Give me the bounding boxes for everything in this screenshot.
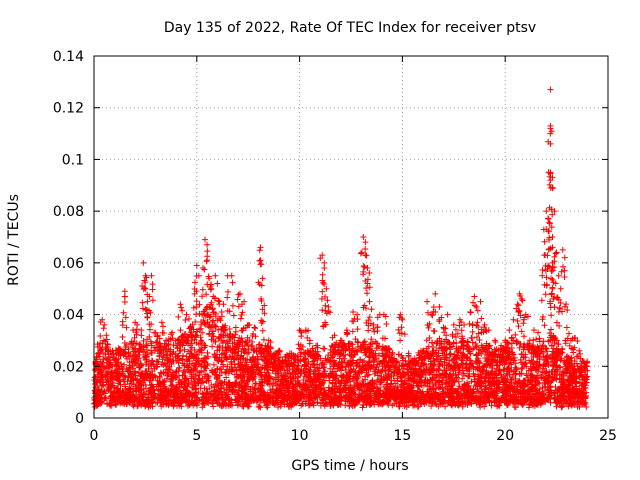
roti-point [436, 363, 443, 370]
roti-point [414, 404, 421, 411]
roti-point [222, 369, 229, 376]
roti-point [375, 352, 382, 359]
roti-point [363, 345, 370, 352]
roti-point [169, 381, 176, 388]
roti-point [201, 385, 208, 392]
roti-point [364, 372, 371, 379]
roti-point [218, 369, 225, 376]
roti-point [539, 384, 546, 391]
roti-point [541, 380, 548, 387]
roti-point [373, 384, 380, 391]
roti-point [204, 362, 211, 369]
roti-point [256, 403, 263, 410]
roti-point [365, 371, 372, 378]
roti-point [155, 359, 162, 366]
roti-point [176, 365, 183, 372]
roti-point [534, 372, 541, 379]
roti-point [379, 350, 386, 357]
roti-point [181, 346, 188, 353]
roti-point [433, 340, 440, 347]
roti-point [564, 353, 571, 360]
roti-point [132, 352, 139, 359]
roti-point [476, 336, 483, 343]
roti-point [361, 357, 368, 364]
chart-title: Day 135 of 2022, Rate Of TEC Index for r… [164, 20, 536, 36]
roti-point [210, 361, 217, 368]
roti-point [528, 357, 535, 364]
roti-point [154, 358, 161, 365]
roti-point [447, 350, 454, 357]
roti-point [166, 363, 173, 370]
roti-point [199, 329, 206, 336]
roti-point [551, 396, 558, 403]
roti-point [320, 345, 327, 352]
roti-point [92, 367, 99, 374]
roti-point [512, 404, 519, 411]
roti-point [137, 342, 144, 349]
roti-point [377, 379, 384, 386]
roti-point [428, 403, 435, 410]
roti-point [557, 364, 564, 371]
roti-point [446, 351, 453, 358]
roti-point [559, 373, 566, 380]
roti-point [443, 367, 450, 374]
roti-point [437, 355, 444, 362]
roti-point [192, 318, 199, 325]
roti-point [481, 403, 488, 410]
roti-point [204, 349, 211, 356]
roti-point [558, 379, 565, 386]
roti-point [109, 379, 116, 386]
roti-point [209, 343, 216, 350]
roti-point [430, 343, 437, 350]
roti-point [479, 363, 486, 370]
roti-point [367, 343, 374, 350]
roti-point [197, 334, 204, 341]
roti-point [474, 344, 481, 351]
roti-point [113, 351, 120, 358]
roti-point [469, 335, 476, 342]
roti-point [450, 340, 457, 347]
roti-point [143, 353, 150, 360]
data-points [91, 86, 591, 411]
roti-point [231, 339, 238, 346]
roti-point [517, 356, 524, 363]
roti-point [244, 350, 251, 357]
roti-point [464, 338, 471, 345]
roti-point [162, 386, 169, 393]
roti-point [300, 350, 307, 357]
roti-point [475, 357, 482, 364]
roti-point [137, 360, 144, 367]
